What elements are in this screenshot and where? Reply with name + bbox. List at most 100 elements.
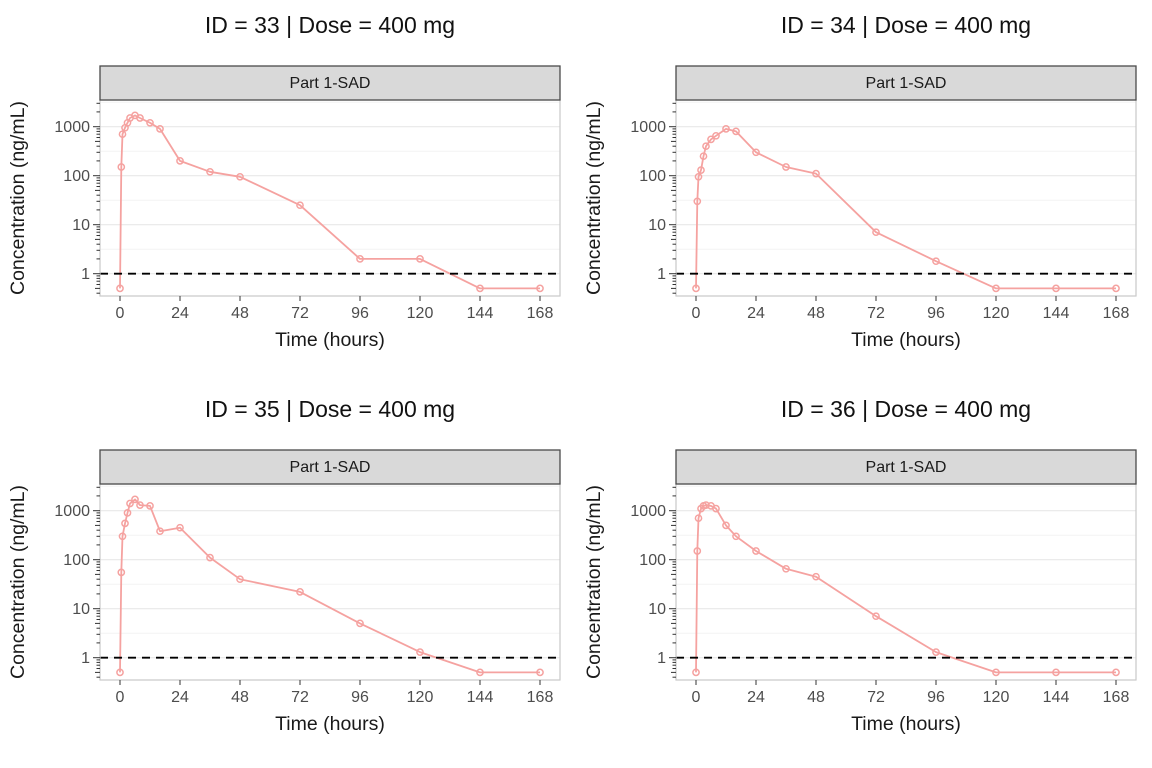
series-line — [695, 127, 1116, 290]
pk-plot-svg-id35: Part 1-SAD 1 10 100 1000 0 24 48 72 96 120 144 168 Ti… — [7, 449, 561, 735]
x-tick-label: 144 — [1043, 305, 1070, 322]
y-tick-label: 1 — [81, 266, 90, 283]
data-point — [146, 502, 154, 510]
data-point — [131, 495, 139, 504]
x-tick-label: 72 — [291, 689, 309, 706]
facet-strip — [99, 449, 561, 485]
x-tick-label: 120 — [983, 689, 1010, 706]
data-point — [812, 169, 820, 178]
panel-title-id36: ID = 36 | Dose = 400 mg — [780, 396, 1032, 422]
y-tick-label: 1000 — [54, 503, 90, 520]
data-point — [692, 284, 700, 293]
data-point — [932, 648, 940, 656]
panel-title-id35: ID = 35 | Dose = 400 mg — [204, 396, 456, 422]
y-tick-label: 100 — [63, 552, 90, 569]
y-tick-label: 10 — [72, 217, 90, 234]
y-tick-label: 1000 — [630, 503, 666, 520]
pk-plot-svg-id34: Part 1-SAD 1 10 100 1000 0 24 48 72 96 120 144 168 Ti… — [583, 65, 1137, 351]
panel-background — [100, 484, 560, 680]
data-point — [712, 131, 720, 140]
data-point — [476, 284, 484, 293]
y-tick-label: 10 — [648, 217, 666, 234]
x-tick-label: 48 — [231, 305, 249, 322]
data-point — [356, 255, 364, 263]
data-point — [693, 547, 702, 555]
x-tick-label: 48 — [807, 689, 825, 706]
data-point — [812, 572, 820, 581]
data-point — [296, 588, 304, 596]
data-point — [702, 501, 710, 509]
data-point — [694, 172, 703, 181]
pk-plot-svg-id33: Part 1-SAD 1 10 100 1000 0 24 48 72 96 120 144 168 Ti… — [7, 65, 561, 351]
x-tick-label: 96 — [927, 689, 945, 706]
data-point — [206, 553, 214, 562]
data-point — [126, 499, 134, 508]
data-point — [712, 504, 720, 513]
data-point — [732, 532, 740, 541]
x-axis-title: Time (hours) — [851, 329, 961, 351]
x-tick-label: 72 — [867, 689, 885, 706]
data-point — [707, 135, 715, 144]
y-tick-label: 1000 — [630, 119, 666, 136]
data-point — [123, 509, 132, 517]
x-tick-label: 24 — [747, 689, 765, 706]
y-tick-label: 1000 — [54, 119, 90, 136]
facet-strip-label: Part 1-SAD — [866, 75, 947, 92]
x-tick-label: 144 — [467, 305, 494, 322]
y-tick-label: 10 — [72, 601, 90, 618]
x-tick-label: 96 — [351, 305, 369, 322]
x-tick-label: 168 — [527, 305, 554, 322]
data-point — [536, 668, 544, 677]
x-tick-label: 168 — [1103, 689, 1130, 706]
data-point — [536, 284, 544, 293]
pk-plot-svg-id36: Part 1-SAD 1 10 100 1000 0 24 48 72 96 120 144 168 Ti… — [583, 449, 1137, 735]
data-point — [476, 668, 484, 677]
x-tick-label: 48 — [807, 305, 825, 322]
data-point — [752, 547, 760, 555]
data-point — [992, 284, 1000, 293]
x-tick-label: 0 — [116, 689, 125, 706]
x-tick-label: 24 — [171, 689, 189, 706]
data-point — [176, 523, 184, 532]
data-point — [296, 201, 304, 210]
pk-panel-id33: ID = 33 | Dose = 400 mg Part 1-SAD 1 10 100… — [0, 0, 576, 384]
data-point — [146, 118, 154, 127]
data-point — [697, 166, 705, 174]
x-tick-label: 120 — [407, 305, 434, 322]
y-axis-title: Concentration (ng/mL) — [583, 485, 605, 679]
data-point — [992, 668, 1000, 677]
facet-strip-label: Part 1-SAD — [866, 459, 947, 476]
data-point — [117, 163, 126, 171]
data-point — [416, 648, 424, 656]
y-tick-label: 100 — [63, 168, 90, 185]
data-point — [699, 152, 708, 161]
y-tick-label: 1 — [657, 650, 666, 667]
x-tick-label: 168 — [1103, 305, 1130, 322]
data-point — [694, 514, 703, 523]
panel-background — [676, 484, 1136, 680]
data-point — [1112, 668, 1120, 677]
data-point — [117, 568, 126, 577]
data-point — [156, 125, 164, 133]
panel-background — [676, 100, 1136, 296]
y-axis-title: Concentration (ng/mL) — [583, 101, 605, 295]
data-point — [702, 142, 710, 151]
data-point — [872, 612, 880, 621]
pk-panel-id34: ID = 34 | Dose = 400 mg Part 1-SAD 1 10 100… — [576, 0, 1152, 384]
data-point — [752, 148, 760, 157]
x-tick-label: 24 — [171, 305, 189, 322]
data-point — [782, 564, 790, 573]
x-axis-title: Time (hours) — [275, 713, 385, 735]
series-line — [119, 114, 540, 290]
y-axis-title: Concentration (ng/mL) — [7, 101, 29, 295]
series-line — [695, 504, 1116, 674]
facet-strip-label: Part 1-SAD — [290, 459, 371, 476]
data-point — [722, 125, 730, 133]
data-point — [732, 127, 740, 136]
data-point — [116, 284, 124, 293]
panel-title-id34: ID = 34 | Dose = 400 mg — [780, 12, 1032, 38]
x-axis-title: Time (hours) — [275, 329, 385, 351]
x-tick-label: 0 — [692, 305, 701, 322]
x-tick-label: 120 — [407, 689, 434, 706]
